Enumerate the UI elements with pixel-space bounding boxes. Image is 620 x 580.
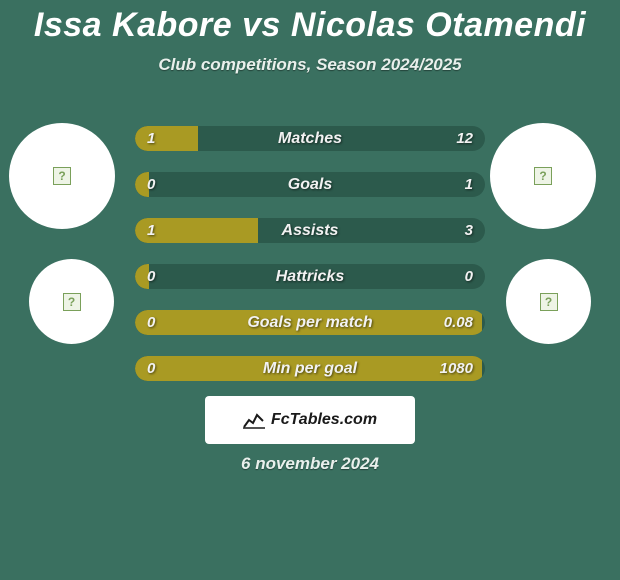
stat-right-value: 1080 bbox=[440, 356, 473, 381]
stat-right-value: 0 bbox=[465, 264, 473, 289]
comparison-infographic: Issa Kabore vs Nicolas Otamendi Club com… bbox=[0, 0, 620, 580]
attribution-badge: FcTables.com bbox=[205, 396, 415, 444]
image-placeholder-icon: ? bbox=[63, 293, 81, 311]
stat-bar: 0Hattricks0 bbox=[135, 264, 485, 289]
attribution-text: FcTables.com bbox=[271, 411, 377, 429]
stat-bar: 1Assists3 bbox=[135, 218, 485, 243]
player-left-avatar: ? bbox=[9, 123, 115, 229]
stat-right-value: 3 bbox=[465, 218, 473, 243]
image-placeholder-icon: ? bbox=[540, 293, 558, 311]
attribution-logo-icon bbox=[243, 411, 265, 429]
stat-label: Hattricks bbox=[135, 264, 485, 289]
club-right-avatar: ? bbox=[506, 259, 591, 344]
stat-bar: 0Min per goal1080 bbox=[135, 356, 485, 381]
stat-bar: 0Goals per match0.08 bbox=[135, 310, 485, 335]
stat-label: Assists bbox=[135, 218, 485, 243]
player-right-avatar: ? bbox=[490, 123, 596, 229]
stat-right-value: 0.08 bbox=[444, 310, 473, 335]
stat-label: Goals bbox=[135, 172, 485, 197]
page-title: Issa Kabore vs Nicolas Otamendi bbox=[0, 0, 620, 45]
stat-label: Goals per match bbox=[135, 310, 485, 335]
stat-right-value: 1 bbox=[465, 172, 473, 197]
stat-label: Min per goal bbox=[135, 356, 485, 381]
stat-bar: 1Matches12 bbox=[135, 126, 485, 151]
stat-label: Matches bbox=[135, 126, 485, 151]
stat-bar: 0Goals1 bbox=[135, 172, 485, 197]
image-placeholder-icon: ? bbox=[53, 167, 71, 185]
club-left-avatar: ? bbox=[29, 259, 114, 344]
stat-right-value: 12 bbox=[456, 126, 473, 151]
date-text: 6 november 2024 bbox=[0, 454, 620, 474]
image-placeholder-icon: ? bbox=[534, 167, 552, 185]
subtitle: Club competitions, Season 2024/2025 bbox=[0, 55, 620, 75]
stats-bars: 1Matches120Goals11Assists30Hattricks00Go… bbox=[135, 126, 485, 402]
